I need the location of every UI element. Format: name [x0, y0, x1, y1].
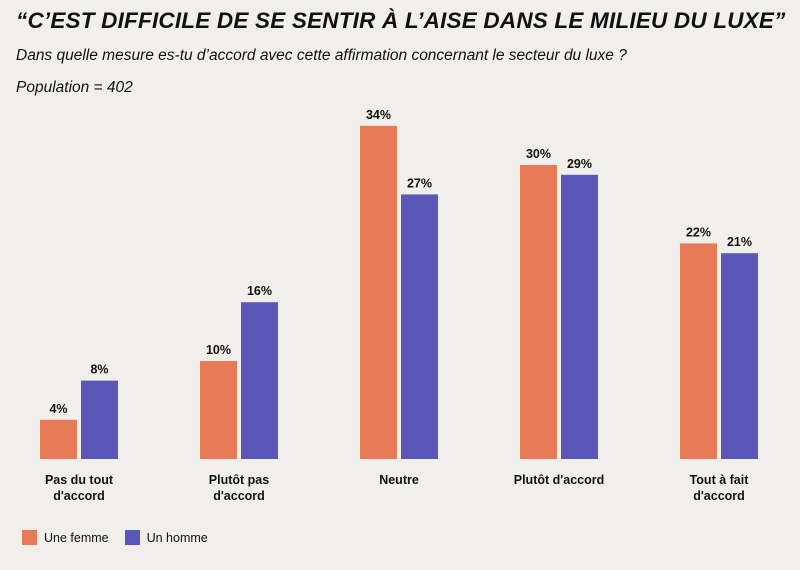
bar-homme-0: [81, 380, 118, 459]
chart-subtitle: Dans quelle mesure es-tu d’accord avec c…: [16, 47, 627, 64]
category-label-3: Plutôt d'accord: [514, 473, 604, 487]
legend-swatch-femme: [22, 530, 37, 545]
legend-swatch-homme: [124, 530, 140, 545]
legend-label-homme: Un homme: [146, 530, 208, 545]
data-label-femme-1: 10%: [206, 343, 231, 357]
data-label-femme-3: 30%: [526, 147, 551, 161]
category-label-4: Tout à fait d'accord: [690, 473, 750, 503]
chart-title: “C’EST DIFFICILE DE SE SENTIR À L’AISE D…: [16, 8, 786, 33]
legend-item-homme: Un homme: [124, 530, 208, 545]
bar-femme-3: [520, 165, 557, 459]
category-label-2: Neutre: [379, 473, 419, 487]
data-label-femme-4: 22%: [686, 225, 711, 239]
data-label-homme-2: 27%: [407, 176, 432, 190]
bar-homme-1: [241, 302, 278, 459]
legend-label-femme: Une femme: [44, 530, 109, 545]
bar-homme-4: [721, 253, 758, 459]
legend: Une femme Un homme: [22, 530, 224, 545]
bar-femme-1: [200, 361, 237, 459]
legend-item-femme: Une femme: [22, 530, 109, 545]
data-label-femme-0: 4%: [49, 402, 67, 416]
bar-femme-4: [680, 243, 717, 459]
category-label-0: Pas du tout d'accord: [45, 473, 114, 503]
data-label-homme-4: 21%: [727, 235, 752, 249]
data-label-femme-2: 34%: [366, 108, 391, 122]
population-note: Population = 402: [16, 79, 133, 96]
bar-homme-3: [561, 174, 598, 460]
data-label-homme-1: 16%: [247, 284, 272, 298]
data-label-homme-3: 29%: [567, 157, 592, 171]
bar-homme-2: [401, 194, 438, 459]
bar-femme-2: [360, 125, 397, 460]
category-label-1: Plutôt pas d'accord: [209, 473, 269, 503]
bar-femme-0: [40, 419, 77, 459]
data-label-homme-0: 8%: [90, 363, 108, 377]
